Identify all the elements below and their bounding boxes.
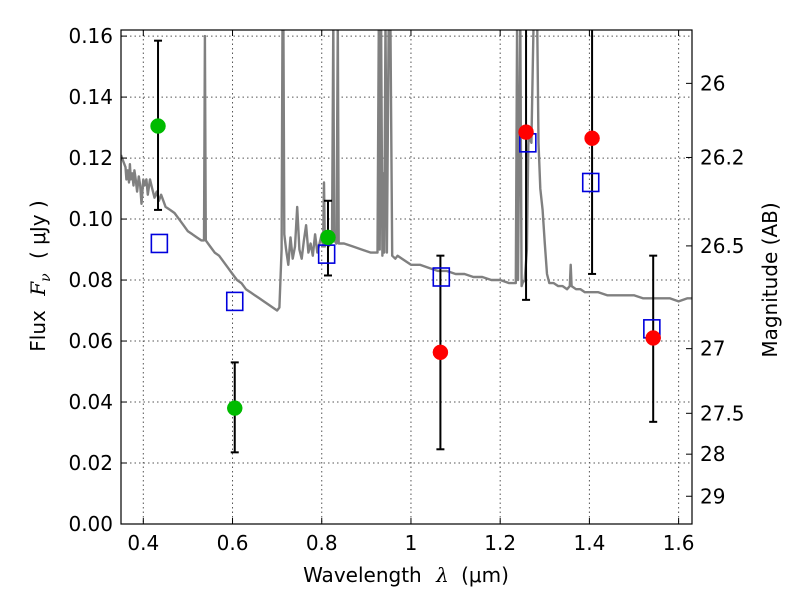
measured-flux-point xyxy=(150,118,166,134)
y-tick-label: 0.12 xyxy=(68,146,113,170)
error-bars xyxy=(154,30,658,454)
y2-tick-label: 26.5 xyxy=(700,234,745,258)
measured-flux-point xyxy=(518,124,534,140)
axis-ticks: 0.4 0.6 0.8 1 1.2 1.4 1.6 0.00 0.02 0.04 0.06 0.08 0… xyxy=(68,24,744,555)
measured-flux-point xyxy=(227,400,243,416)
x-tick-label: 1.2 xyxy=(484,531,516,555)
x-tick-label: 1.6 xyxy=(663,531,695,555)
y-tick-label: 0.08 xyxy=(68,268,113,292)
x-tick-label: 1 xyxy=(405,531,418,555)
y-axis-title-text: Flux xyxy=(26,310,50,352)
y-tick-label: 0.10 xyxy=(68,207,113,231)
measured-flux-point xyxy=(645,330,661,346)
y2-tick-label: 27.5 xyxy=(700,401,745,425)
model-flux-square xyxy=(317,244,336,264)
y-tick-label: 0.06 xyxy=(68,329,113,353)
x-axis-title-symbol: λ xyxy=(435,563,449,587)
model-flux-square xyxy=(150,233,169,254)
measured-flux-point xyxy=(432,344,449,361)
y-axis-title-unit: ( μJy ) xyxy=(26,200,50,259)
y2-tick-label: 28 xyxy=(700,442,725,466)
y-axis-title: Flux Fν ( μJy ) xyxy=(26,200,55,351)
x-tick-label: 0.4 xyxy=(127,531,159,555)
model-flux-square xyxy=(432,267,451,287)
x-tick-label: 0.8 xyxy=(306,531,338,555)
y-tick-label: 0.00 xyxy=(68,512,113,536)
x-axis-title-text: Wavelength xyxy=(303,563,422,587)
y-axis-title-symbol: F xyxy=(26,281,50,297)
measured-flux-point xyxy=(584,130,600,147)
model-flux-square xyxy=(225,291,244,312)
grid xyxy=(121,30,692,525)
measured-flux-point xyxy=(320,229,336,246)
y2-tick-label: 27 xyxy=(700,337,725,361)
plot-frame xyxy=(120,29,693,525)
y2-tick-label: 26 xyxy=(700,71,725,95)
model-squares xyxy=(150,133,661,339)
model-spectrum-line xyxy=(121,30,692,312)
y-tick-label: 0.02 xyxy=(68,451,113,475)
x-axis-title-unit: (μm) xyxy=(461,563,509,587)
y-tick-label: 0.04 xyxy=(68,390,113,414)
measured-points xyxy=(150,118,661,416)
x-tick-label: 1.4 xyxy=(573,531,605,555)
y2-axis-title: Magnitude (AB) xyxy=(758,202,782,357)
x-tick-label: 0.6 xyxy=(217,531,249,555)
y2-tick-label: 26.2 xyxy=(700,145,745,169)
y-axis-title-subscript: ν xyxy=(38,273,54,282)
y2-tick-label: 29 xyxy=(700,484,725,508)
x-axis-title: Wavelength λ (μm) xyxy=(303,563,509,587)
y-tick-label: 0.16 xyxy=(68,24,113,48)
y-tick-label: 0.14 xyxy=(68,85,113,109)
model-flux-square xyxy=(581,172,600,193)
